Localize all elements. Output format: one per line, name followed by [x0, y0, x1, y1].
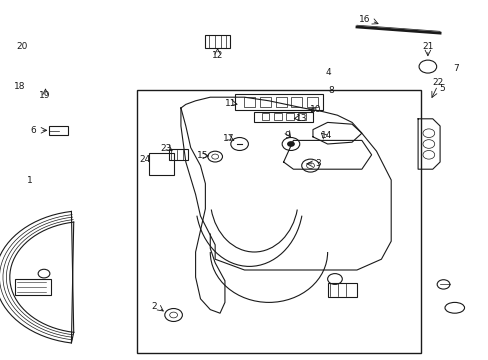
Bar [168, 149, 188, 160]
Bar [261, 113, 269, 120]
Bar [273, 113, 281, 120]
Text: 18: 18 [14, 82, 25, 91]
Text: 11: 11 [224, 99, 236, 108]
Text: 13: 13 [296, 114, 307, 122]
Text: 8: 8 [328, 86, 334, 95]
Text: 22: 22 [431, 78, 443, 87]
Text: 20: 20 [16, 42, 28, 51]
Bar [254, 112, 312, 122]
Bar [327, 283, 356, 297]
Bar [149, 153, 173, 175]
Bar [298, 113, 305, 120]
Circle shape [286, 141, 294, 147]
Bar [244, 97, 255, 107]
Bar [137, 90, 420, 353]
Text: 17: 17 [222, 135, 234, 144]
Text: 5: 5 [439, 84, 445, 93]
Bar [275, 97, 286, 107]
Text: 24: 24 [139, 155, 151, 163]
Bar [260, 97, 270, 107]
Bar [285, 113, 293, 120]
Bar [234, 94, 322, 110]
Text: 12: 12 [211, 51, 223, 60]
Text: 6: 6 [30, 126, 36, 135]
Bar [205, 35, 229, 48]
Bar [49, 126, 68, 135]
Text: 7: 7 [452, 64, 458, 73]
Text: 21: 21 [421, 42, 433, 51]
Bar [306, 97, 317, 107]
Text: 16: 16 [358, 15, 369, 24]
Text: 15: 15 [197, 152, 208, 161]
Text: 19: 19 [39, 91, 51, 100]
Text: 4: 4 [325, 68, 331, 77]
Text: 23: 23 [160, 144, 172, 153]
Bar [291, 97, 302, 107]
Bar [15, 279, 51, 295]
Text: 3: 3 [314, 159, 320, 168]
Text: 2: 2 [151, 302, 157, 311]
Text: 1: 1 [27, 176, 33, 185]
Text: 10: 10 [309, 105, 321, 114]
Text: 9: 9 [284, 131, 290, 140]
Text: 14: 14 [320, 131, 332, 140]
